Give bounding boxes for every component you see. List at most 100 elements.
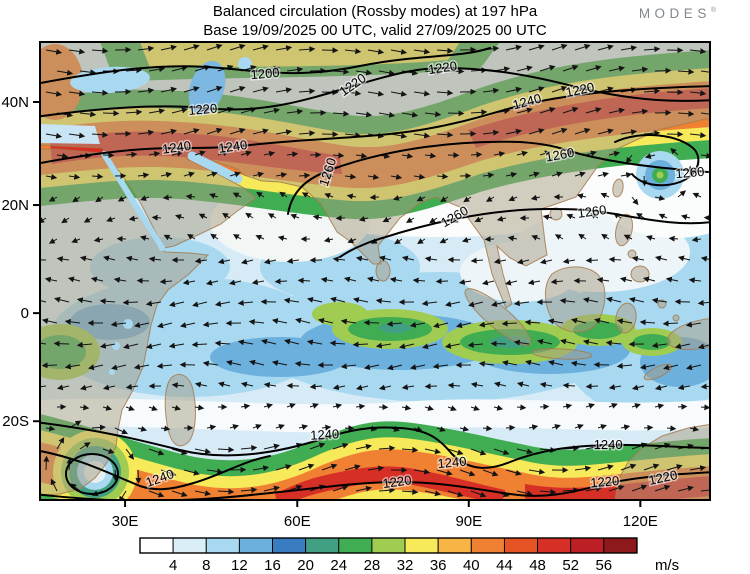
colorbar-tick-label: 24 (330, 557, 347, 574)
wind-arrow (68, 90, 86, 97)
wind-arrow (686, 364, 702, 371)
wind-arrow (160, 128, 178, 135)
wind-arrow (279, 191, 288, 198)
wind-arrow (40, 342, 47, 345)
wind-arrow (148, 405, 158, 411)
wind-arrow (424, 111, 442, 118)
wind-arrow (662, 320, 679, 327)
wind-arrow (429, 217, 438, 224)
wind-arrow (375, 297, 392, 304)
wind-arrow (229, 85, 246, 93)
contour-label: 1220 (382, 472, 413, 491)
wind-arrow (436, 469, 453, 476)
wind-arrow (91, 173, 104, 180)
wind-arrow (332, 110, 350, 117)
landmass-new-guinea (667, 317, 710, 351)
wind-arrow (596, 277, 610, 284)
wind-arrow (631, 484, 648, 492)
wind-arrow (140, 195, 150, 201)
wind-arrow (256, 191, 265, 198)
wind-arrow (654, 384, 668, 391)
wind-arrow (137, 426, 148, 432)
contour-label: 1260 (577, 202, 608, 221)
wind-arrow (493, 151, 506, 158)
wind-arrow (249, 359, 265, 366)
wind-arrow (447, 405, 457, 411)
wind-arrow (470, 448, 487, 456)
wind-arrow (171, 490, 188, 498)
wind-arrow (323, 236, 334, 243)
wind-arrow (363, 319, 380, 326)
wind-arrow (440, 196, 449, 203)
wind-arrow (689, 465, 707, 472)
wind-arrow (700, 404, 710, 411)
x-tick-label: 90E (455, 513, 482, 530)
wind-arrow (157, 322, 173, 329)
wind-arrow (436, 173, 449, 180)
landmass-australia (614, 423, 710, 500)
x-tick-label: 60E (284, 513, 311, 530)
wind-arrow (133, 322, 150, 328)
wind-arrow (43, 455, 50, 471)
wind-arrow (68, 132, 86, 139)
wind-arrow (616, 362, 633, 369)
wind-arrow (191, 341, 208, 348)
wind-arrow (363, 364, 380, 370)
wind-arrow (620, 172, 633, 178)
wind-arrow (252, 171, 265, 178)
modes-logo-text: MODES (638, 6, 711, 21)
contour-label: 1220 (188, 101, 218, 118)
wind-arrow (409, 321, 426, 328)
wind-arrow (493, 381, 507, 388)
x-axis: 30E 60E 90E 120E (112, 500, 658, 530)
wind-arrow (175, 214, 185, 220)
wind-arrow (48, 238, 58, 244)
wind-arrow (139, 235, 150, 242)
colorbar-tick-label: 4 (169, 557, 177, 574)
wind-arrow (508, 195, 518, 202)
wind-arrow (537, 338, 553, 345)
wind-arrow (102, 404, 113, 411)
wind-arrow (179, 322, 196, 328)
wind-arrow (41, 318, 58, 324)
wind-arrow (677, 384, 691, 391)
wind-arrow (513, 300, 530, 307)
wind-arrow (344, 173, 357, 180)
wind-arrow (646, 235, 656, 241)
colorbar-tick-label: 16 (264, 557, 281, 574)
wind-arrow (160, 425, 171, 432)
wind-arrow (474, 216, 484, 223)
wind-arrow (525, 359, 541, 366)
wind-arrow (194, 381, 208, 388)
wind-arrow (643, 463, 660, 471)
wind-arrow (665, 276, 679, 283)
colorbar-cell (503, 537, 539, 554)
contour-vortex-closed (65, 453, 119, 495)
wind-arrow (56, 69, 74, 76)
wind-arrow (401, 404, 412, 411)
wind-arrow (620, 45, 638, 52)
colorbar-tick-label: 32 (397, 557, 414, 574)
wind-arrow (183, 44, 200, 51)
wind-arrow (416, 195, 426, 202)
wind-arrow (482, 469, 499, 477)
wind-arrow (206, 468, 224, 475)
wind-arrow (516, 490, 533, 497)
wind-arrow (524, 319, 541, 326)
wind-arrow (347, 237, 357, 244)
wind-arrow (148, 151, 161, 158)
wind-arrow (501, 320, 518, 327)
wind-arrow (145, 300, 162, 307)
wind-arrow (332, 256, 346, 263)
figure-title: Balanced circulation (Rossby modes) at 1… (212, 3, 538, 20)
wind-arrow (232, 192, 242, 199)
wind-arrow (76, 297, 93, 304)
wind-arrow (444, 342, 461, 349)
wind-arrow (202, 321, 219, 328)
landmass-borneo (545, 266, 606, 333)
wind-arrow (482, 129, 500, 136)
wind-arrow (643, 46, 661, 53)
contour-label: 1220 (590, 473, 620, 490)
colorbar-cell (537, 537, 572, 554)
wind-arrow (478, 321, 495, 328)
